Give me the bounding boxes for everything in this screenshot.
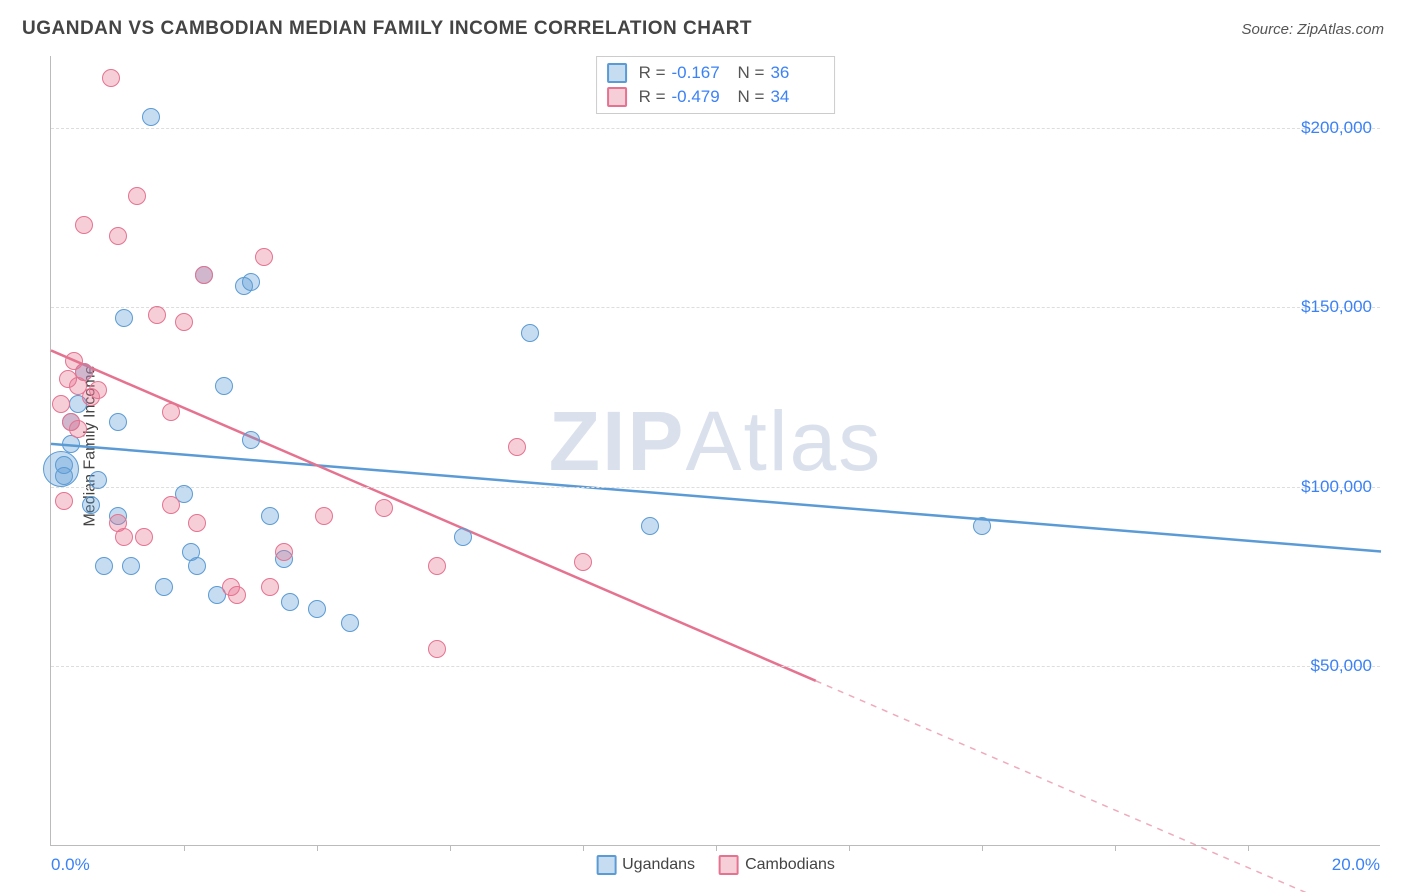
r-label: R =: [639, 87, 666, 107]
trend-lines-svg: [51, 56, 1380, 845]
scatter-point-cambodians: [275, 543, 293, 561]
r-value: -0.479: [672, 87, 726, 107]
scatter-point-cambodians: [75, 216, 93, 234]
gridline: [51, 666, 1380, 667]
x-tick: [982, 845, 983, 851]
n-label: N =: [738, 63, 765, 83]
r-label: R =: [639, 63, 666, 83]
scatter-point-cambodians: [162, 403, 180, 421]
scatter-point-ugandans: [281, 593, 299, 611]
correlation-row-ugandans: R = -0.167 N =36: [607, 61, 825, 85]
y-tick-label: $200,000: [1301, 118, 1372, 138]
scatter-point-cambodians: [175, 313, 193, 331]
scatter-point-cambodians: [102, 69, 120, 87]
chart-plot-area: ZIPAtlas R =-0.167N =36R =-0.479N =34 Ug…: [50, 56, 1380, 846]
scatter-point-cambodians: [69, 420, 87, 438]
gridline: [51, 128, 1380, 129]
scatter-point-cambodians: [261, 578, 279, 596]
scatter-point-ugandans: [215, 377, 233, 395]
legend-label: Ugandans: [622, 856, 695, 874]
scatter-point-ugandans: [122, 557, 140, 575]
x-tick: [184, 845, 185, 851]
scatter-point-ugandans: [115, 309, 133, 327]
legend-swatch: [607, 63, 627, 83]
scatter-point-cambodians: [75, 363, 93, 381]
scatter-point-cambodians: [228, 586, 246, 604]
x-tick: [849, 845, 850, 851]
scatter-point-ugandans: [142, 108, 160, 126]
scatter-point-ugandans: [242, 273, 260, 291]
scatter-point-ugandans: [341, 614, 359, 632]
scatter-point-cambodians: [109, 227, 127, 245]
scatter-point-cambodians: [162, 496, 180, 514]
legend-swatch: [719, 855, 739, 875]
n-label: N =: [738, 87, 765, 107]
n-value: 36: [770, 63, 824, 83]
series-legend: Ugandans Cambodians: [596, 855, 835, 875]
gridline: [51, 307, 1380, 308]
scatter-point-ugandans: [973, 517, 991, 535]
x-tick: [716, 845, 717, 851]
x-tick: [1115, 845, 1116, 851]
scatter-point-ugandans: [155, 578, 173, 596]
scatter-point-ugandans: [82, 496, 100, 514]
watermark: ZIPAtlas: [549, 392, 882, 489]
scatter-point-cambodians: [135, 528, 153, 546]
scatter-point-cambodians: [574, 553, 592, 571]
x-tick: [317, 845, 318, 851]
scatter-point-ugandans: [109, 413, 127, 431]
scatter-point-cambodians: [52, 395, 70, 413]
legend-swatch: [596, 855, 616, 875]
trendline-cambodians: [51, 350, 816, 680]
scatter-point-cambodians: [188, 514, 206, 532]
scatter-point-cambodians: [375, 499, 393, 517]
scatter-point-cambodians: [115, 528, 133, 546]
scatter-point-cambodians: [55, 492, 73, 510]
trendline-extrapolation-cambodians: [816, 681, 1381, 892]
scatter-point-ugandans: [521, 324, 539, 342]
scatter-point-cambodians: [89, 381, 107, 399]
scatter-point-cambodians: [508, 438, 526, 456]
x-tick: [450, 845, 451, 851]
scatter-point-cambodians: [428, 557, 446, 575]
scatter-point-ugandans: [89, 471, 107, 489]
scatter-point-cambodians: [428, 640, 446, 658]
y-tick-label: $50,000: [1311, 656, 1372, 676]
x-tick: [583, 845, 584, 851]
legend-swatch: [607, 87, 627, 107]
scatter-point-ugandans: [308, 600, 326, 618]
scatter-point-cambodians: [128, 187, 146, 205]
scatter-point-ugandans: [454, 528, 472, 546]
source-attribution: Source: ZipAtlas.com: [1241, 21, 1384, 38]
x-axis-max-label: 20.0%: [1332, 855, 1380, 875]
correlation-legend: R = -0.167 N =36 R = -0.479 N =34: [596, 56, 836, 114]
scatter-point-cambodians: [148, 306, 166, 324]
x-tick: [1248, 845, 1249, 851]
gridline: [51, 487, 1380, 488]
chart-title: UGANDAN VS CAMBODIAN MEDIAN FAMILY INCOM…: [22, 18, 752, 40]
y-tick-label: $150,000: [1301, 297, 1372, 317]
legend-item-ugandans: Ugandans: [596, 855, 695, 875]
scatter-point-ugandans: [43, 451, 79, 487]
y-tick-label: $100,000: [1301, 477, 1372, 497]
n-value: 34: [770, 87, 824, 107]
x-axis-min-label: 0.0%: [51, 855, 90, 875]
scatter-point-cambodians: [195, 266, 213, 284]
r-value: -0.167: [672, 63, 726, 83]
correlation-row-cambodians: R = -0.479 N =34: [607, 85, 825, 109]
scatter-point-cambodians: [315, 507, 333, 525]
scatter-point-ugandans: [261, 507, 279, 525]
legend-item-cambodians: Cambodians: [719, 855, 835, 875]
scatter-point-cambodians: [255, 248, 273, 266]
scatter-point-ugandans: [242, 431, 260, 449]
scatter-point-ugandans: [95, 557, 113, 575]
trendline-ugandans: [51, 444, 1381, 552]
legend-label: Cambodians: [745, 856, 835, 874]
scatter-point-ugandans: [641, 517, 659, 535]
scatter-point-ugandans: [188, 557, 206, 575]
